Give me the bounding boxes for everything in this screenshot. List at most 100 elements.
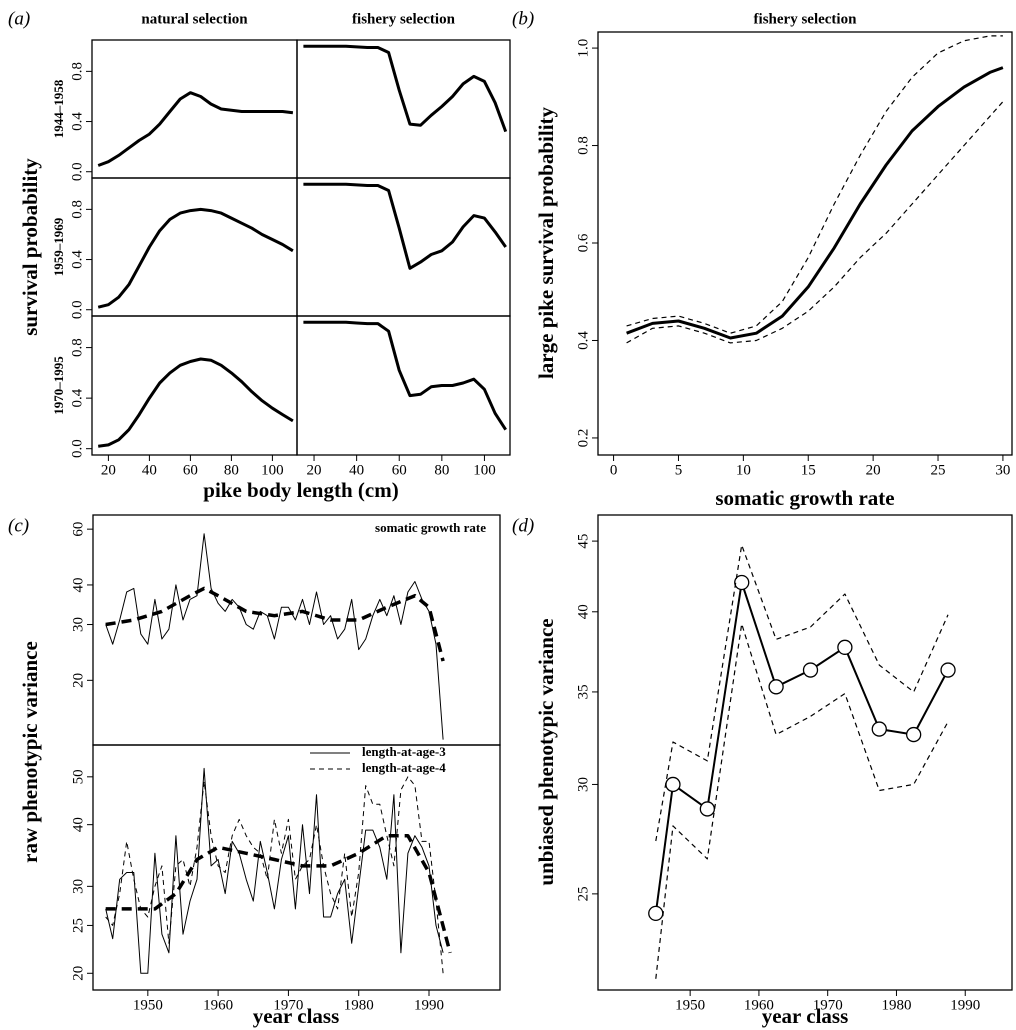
series-line [303,320,507,431]
y-tick-label: 0.4 [69,112,85,131]
y-axis-label: survival probability [18,158,42,336]
series-line [105,767,444,974]
legend-label: length-at-age-3 [362,744,446,759]
y-tick-label: 25 [70,918,86,933]
series-line [97,207,294,309]
x-tick-label: 10 [736,462,751,478]
x-tick-label: 1970 [273,997,303,1013]
y-tick-label: 20 [70,966,86,981]
panel-label: (d) [512,515,534,536]
x-tick-label: 1980 [344,997,374,1013]
x-tick-label: 30 [995,462,1010,478]
y-tick-label: 35 [575,684,591,699]
annotation: somatic growth rate [375,520,486,535]
legend-label: length-at-age-4 [362,760,446,775]
y-tick-label: 0.4 [575,331,591,350]
y-tick-label: 60 [70,522,86,537]
x-tick-label: 1960 [203,997,233,1013]
y-axis-label: unbiased phenotypic variance [534,618,558,885]
point [940,662,956,678]
y-tick-label: 0.8 [69,338,85,357]
x-tick-label: 20 [307,462,322,478]
point [665,776,681,793]
y-axis-label: large pike survival probability [534,106,558,379]
x-tick-label: 5 [675,462,683,478]
x-tick-label: 25 [931,462,946,478]
y-tick-label: 0.0 [69,300,85,319]
y-tick-label: 50 [70,769,86,784]
x-tick-label: 15 [801,462,816,478]
series-line [626,35,1003,334]
x-tick-label: 80 [434,462,449,478]
y-tick-label: 0.2 [575,429,591,448]
point [768,679,784,695]
x-axis-label: year class [253,1004,340,1028]
y-tick-label: 45 [575,534,591,549]
point [699,801,715,817]
series-line [98,357,294,448]
x-tick-label: 100 [261,462,284,478]
y-tick-label: 20 [70,673,86,688]
series-line [655,544,949,842]
x-tick-label: 100 [473,462,496,478]
x-tick-label: 1950 [675,997,705,1013]
x-axis-label: somatic growth rate [715,486,894,510]
series-line [105,533,444,740]
y-tick-label: 0.6 [575,233,591,252]
x-tick-label: 80 [224,462,239,478]
panel-title: fishery selection [754,11,858,27]
y-tick-label: 25 [575,886,591,901]
x-axis-label: pike body length (cm) [203,478,398,502]
point [871,721,887,737]
x-tick-label: 60 [183,462,198,478]
y-tick-label: 0.4 [69,250,85,269]
plot-frame [296,315,511,456]
plot-frame [597,514,1013,991]
plot-frame [296,39,511,179]
series-line [105,833,452,954]
row-label: 1959–1969 [51,217,66,276]
plot-frame [91,39,298,179]
x-tick-label: 1980 [881,997,911,1013]
y-tick-label: 40 [575,604,591,619]
point [906,726,922,743]
y-tick-label: 40 [70,577,86,592]
plot-frame [597,31,1013,456]
x-axis-label: year class [762,1004,849,1028]
y-tick-label: 1.0 [575,39,591,58]
series-line [303,44,508,133]
plot-frame [92,744,501,991]
series-line [626,66,1004,340]
y-tick-label: 0.0 [69,162,85,181]
x-tick-label: 1990 [414,997,444,1013]
series-line [105,586,445,662]
point [648,905,664,922]
x-tick-label: 20 [866,462,881,478]
panel-title: natural selection [141,11,248,27]
x-tick-label: 40 [142,462,157,478]
y-tick-label: 30 [575,777,591,792]
y-tick-label: 30 [70,617,86,632]
x-tick-label: 60 [392,462,407,478]
series-line [97,91,294,167]
plot-frame [91,177,298,317]
series-line [105,776,444,974]
x-tick-label: 1970 [813,997,843,1013]
series-line [654,581,949,914]
point [837,639,853,655]
row-label: 1944–1958 [51,79,66,138]
y-axis-label: raw phenotypic variance [18,641,42,863]
point [734,574,750,591]
x-tick-label: 1950 [133,997,163,1013]
x-tick-label: 1960 [744,997,774,1013]
x-tick-label: 20 [101,462,116,478]
x-tick-label: 0 [610,462,618,478]
x-tick-label: 1990 [950,997,980,1013]
panel-title: fishery selection [352,11,456,27]
y-tick-label: 30 [70,879,86,894]
y-tick-label: 0.8 [69,62,85,81]
point [802,662,819,678]
y-tick-label: 0.8 [69,200,85,219]
y-tick-label: 0.0 [69,439,85,458]
